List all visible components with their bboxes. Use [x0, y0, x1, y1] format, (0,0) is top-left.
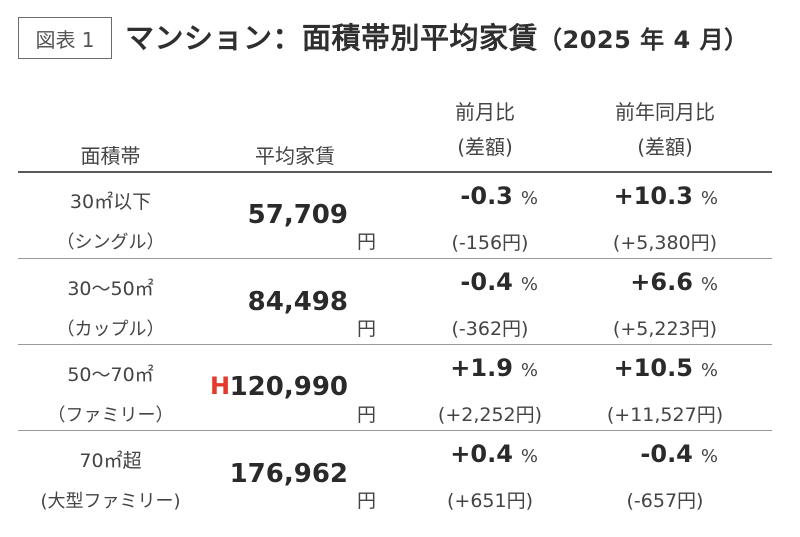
row-mom-diff: (-362円) — [451, 318, 529, 340]
row-mom-value: -0.4 — [460, 268, 513, 296]
row-mom-unit: % — [520, 446, 538, 467]
row-mom-value: -0.3 — [460, 182, 513, 210]
row-mom-pct: +0.4% — [450, 440, 538, 468]
header-yoy: 前年同月比 (差額) — [575, 96, 755, 160]
row-area: 30㎡以下 — [69, 191, 152, 213]
figure-label: 図表 1 — [18, 17, 112, 59]
row-area-cell: 70㎡超 (大型ファミリー) — [18, 446, 203, 513]
header-mom: 前月比 (差額) — [410, 96, 560, 160]
row-area-cell: 30㎡以下 （シングル） — [18, 187, 203, 254]
row-divider — [18, 430, 772, 431]
row-type: （カップル） — [56, 319, 165, 340]
row-yen: 円 — [357, 318, 377, 340]
row-yen: 円 — [357, 490, 377, 512]
row-mom-pct: -0.4% — [460, 268, 538, 296]
row-yoy-value: +6.6 — [630, 268, 693, 296]
row-yoy-unit: % — [700, 274, 718, 295]
row-yoy-unit: % — [700, 360, 718, 381]
header-mom-sub: (差額) — [457, 135, 513, 159]
row-yoy-pct: +6.6% — [630, 268, 718, 296]
row-rent: 57,709 — [247, 200, 348, 230]
row-mom-diff: (-156円) — [451, 232, 529, 254]
row-yoy-diff: (+5,380円) — [612, 232, 718, 254]
row-rent: 84,498 — [247, 287, 348, 317]
row-yen: 円 — [357, 231, 377, 253]
row-mom-unit: % — [520, 188, 538, 209]
row-area: 30～50㎡ — [67, 278, 154, 300]
header-yoy-label: 前年同月比 — [615, 100, 715, 124]
page-title: マンション：面積帯別平均家賃（2025 年 4 月） — [125, 14, 749, 62]
row-yoy-pct: +10.3% — [614, 182, 718, 210]
row-mom-value: +0.4 — [450, 440, 513, 468]
header-yoy-sub: (差額) — [637, 135, 693, 159]
row-area-cell: 30～50㎡ （カップル） — [18, 274, 203, 341]
row-yoy-value: +10.3 — [613, 182, 693, 210]
row-divider — [18, 258, 772, 259]
row-type: （ファミリー） — [47, 405, 174, 426]
header-rent: 平均家賃 — [255, 144, 335, 168]
row-type: (大型ファミリー) — [40, 491, 181, 512]
row-rent: 120,990 — [229, 372, 348, 402]
row-yoy-pct: -0.4% — [640, 440, 718, 468]
row-yoy-pct: +10.5% — [614, 354, 718, 382]
high-mark-icon: H — [210, 372, 231, 400]
row-mom-diff: (+651円) — [446, 490, 533, 512]
row-yoy-unit: % — [700, 446, 718, 467]
row-mom-unit: % — [520, 274, 538, 295]
row-mom-diff: (+2,252円) — [437, 404, 543, 426]
row-divider — [18, 344, 772, 345]
row-area: 70㎡超 — [79, 450, 142, 472]
table-top-border — [18, 171, 772, 173]
title-date: （2025 年 4 月） — [538, 26, 749, 54]
row-yoy-diff: (+11,527円) — [606, 404, 724, 426]
row-yoy-diff: (-657円) — [626, 490, 704, 512]
header-area: 面積帯 — [80, 144, 141, 168]
row-yoy-unit: % — [700, 188, 718, 209]
row-mom-value: +1.9 — [450, 354, 513, 382]
row-mom-unit: % — [520, 360, 538, 381]
row-type: （シングル） — [56, 232, 165, 253]
row-yoy-value: -0.4 — [640, 440, 693, 468]
row-yoy-value: +10.5 — [613, 354, 693, 382]
row-area-cell: 50～70㎡ （ファミリー） — [18, 360, 203, 427]
row-yen: 円 — [357, 404, 377, 426]
row-yoy-diff: (+5,223円) — [612, 318, 718, 340]
row-area: 50～70㎡ — [67, 364, 154, 386]
header-mom-label: 前月比 — [455, 100, 515, 124]
row-mom-pct: -0.3% — [460, 182, 538, 210]
row-rent: 176,962 — [229, 459, 348, 489]
row-mom-pct: +1.9% — [450, 354, 538, 382]
title-text: マンション：面積帯別平均家賃 — [125, 21, 539, 55]
